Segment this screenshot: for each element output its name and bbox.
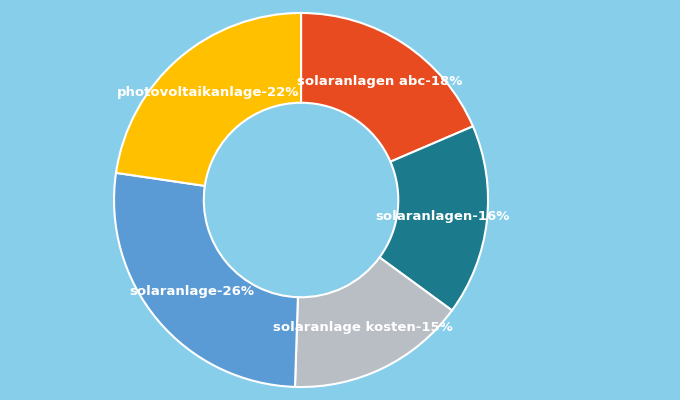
Text: solaranlage kosten-15%: solaranlage kosten-15% bbox=[273, 321, 453, 334]
Text: solaranlagen abc-18%: solaranlagen abc-18% bbox=[296, 75, 462, 88]
Wedge shape bbox=[295, 258, 452, 387]
Wedge shape bbox=[114, 173, 298, 387]
Wedge shape bbox=[379, 126, 488, 310]
Wedge shape bbox=[301, 13, 473, 162]
Text: photovoltaikanlage-22%: photovoltaikanlage-22% bbox=[117, 86, 299, 99]
Wedge shape bbox=[116, 13, 301, 186]
Text: solaranlage-26%: solaranlage-26% bbox=[129, 285, 254, 298]
Text: solaranlagen-16%: solaranlagen-16% bbox=[375, 210, 509, 222]
